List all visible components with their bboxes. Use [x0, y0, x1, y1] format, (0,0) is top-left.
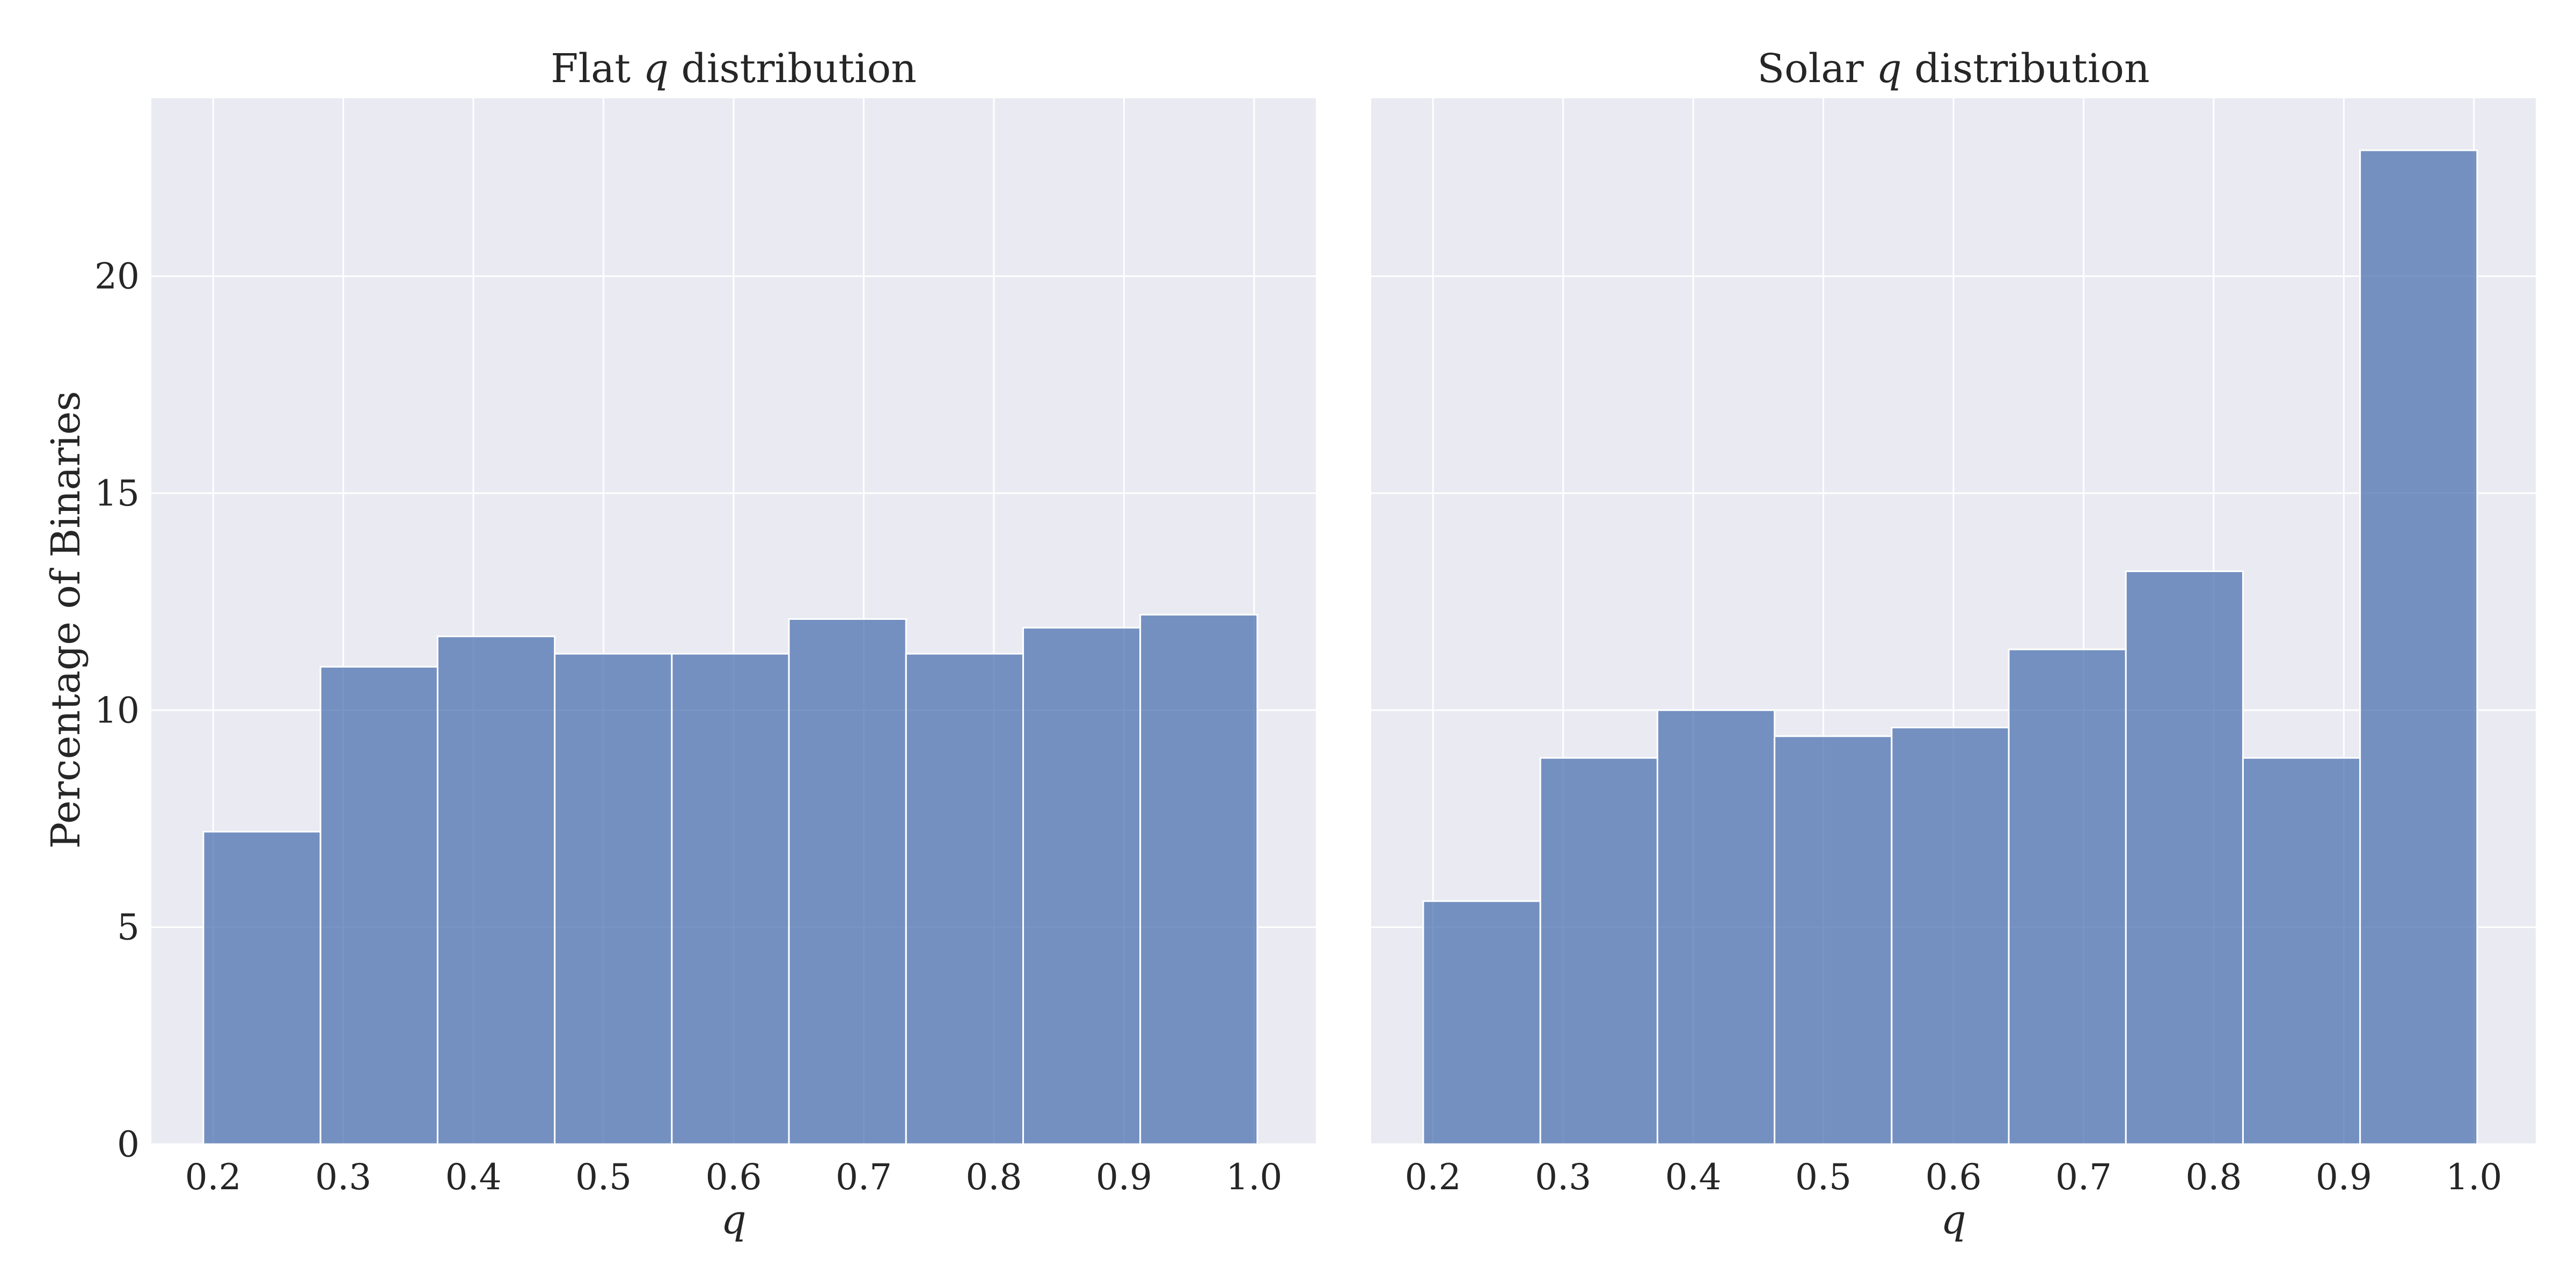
histogram-bar — [1139, 613, 1258, 1145]
chart-panel-1: 0.2 0.3 0.4 0.5 0.6 0.7 0.8 0.9 1.0 0 5 10 15 20 Flat … — [94, 46, 1316, 1243]
x-tick-label: 0.2 — [1405, 1157, 1461, 1198]
x-tick-label: 0.7 — [2055, 1157, 2112, 1198]
x-tick-label: 0.6 — [1926, 1157, 1982, 1198]
histogram-bar — [1422, 900, 1541, 1145]
histogram-bar — [2242, 757, 2361, 1145]
histogram-bar — [1022, 627, 1141, 1145]
y-tick-label: 0 — [117, 1124, 140, 1165]
chart-title-text: Solar — [1757, 46, 1876, 92]
chart-panels: 0.2 0.3 0.4 0.5 0.6 0.7 0.8 0.9 1.0 0 5 10 15 20 Flat … — [94, 46, 2536, 1243]
histogram-bar — [1656, 709, 1776, 1145]
y-tick-label: 15 — [94, 473, 140, 514]
chart-title: Flat q distribution — [551, 46, 917, 92]
x-tick-label: 0.2 — [185, 1157, 241, 1198]
x-tick-label: 0.4 — [1665, 1157, 1722, 1198]
chart-title-variable: q — [643, 46, 669, 92]
y-tick-label: 5 — [117, 907, 140, 948]
histogram-bar — [319, 665, 438, 1145]
y-tick-label: 10 — [94, 690, 140, 731]
histogram-bar — [671, 653, 790, 1145]
histogram-bar — [2359, 149, 2478, 1145]
x-tick-label: 0.9 — [2316, 1157, 2372, 1198]
x-tick-label: 0.4 — [445, 1157, 502, 1198]
x-tick-label: 0.5 — [1795, 1157, 1851, 1198]
chart-panel-2: 0.2 0.3 0.4 0.5 0.6 0.7 0.8 0.9 1.0 Solar q distr… — [1371, 46, 2536, 1243]
x-tick-label: 0.8 — [2185, 1157, 2242, 1198]
x-tick-label: 0.7 — [836, 1157, 892, 1198]
y-tick-label: 20 — [94, 256, 140, 297]
chart-title-text: distribution — [1902, 46, 2150, 92]
chart-title-text: distribution — [669, 46, 917, 92]
chart-title: Solar q distribution — [1757, 46, 2149, 92]
x-tick-label: 0.3 — [315, 1157, 371, 1198]
histogram-bar — [1539, 757, 1658, 1145]
histogram-bar — [2008, 648, 2127, 1145]
histogram-bar — [2125, 570, 2244, 1145]
chart-title-text: Flat — [551, 46, 643, 92]
histogram-bar — [905, 653, 1024, 1145]
x-tick-label: 0.3 — [1535, 1157, 1591, 1198]
x-tick-label: 1.0 — [1226, 1157, 1282, 1198]
histogram-bar — [436, 635, 556, 1145]
chart-title-variable: q — [1876, 46, 1901, 92]
histogram-bar — [1891, 727, 2010, 1145]
x-tick-label: 0.9 — [1096, 1157, 1152, 1198]
x-axis-label: q — [1941, 1197, 1966, 1243]
histogram-bar — [1774, 735, 1893, 1145]
histogram-bar — [554, 653, 673, 1145]
x-tick-label: 1.0 — [2446, 1157, 2502, 1198]
histogram-bar — [788, 618, 907, 1145]
x-tick-label: 0.5 — [575, 1157, 632, 1198]
x-axis-label: q — [721, 1197, 746, 1243]
x-tick-label: 0.6 — [706, 1157, 762, 1198]
histogram-bar — [202, 831, 321, 1145]
x-tick-label: 0.8 — [965, 1157, 1022, 1198]
y-axis-label: Percentage of Binaries — [43, 391, 89, 848]
